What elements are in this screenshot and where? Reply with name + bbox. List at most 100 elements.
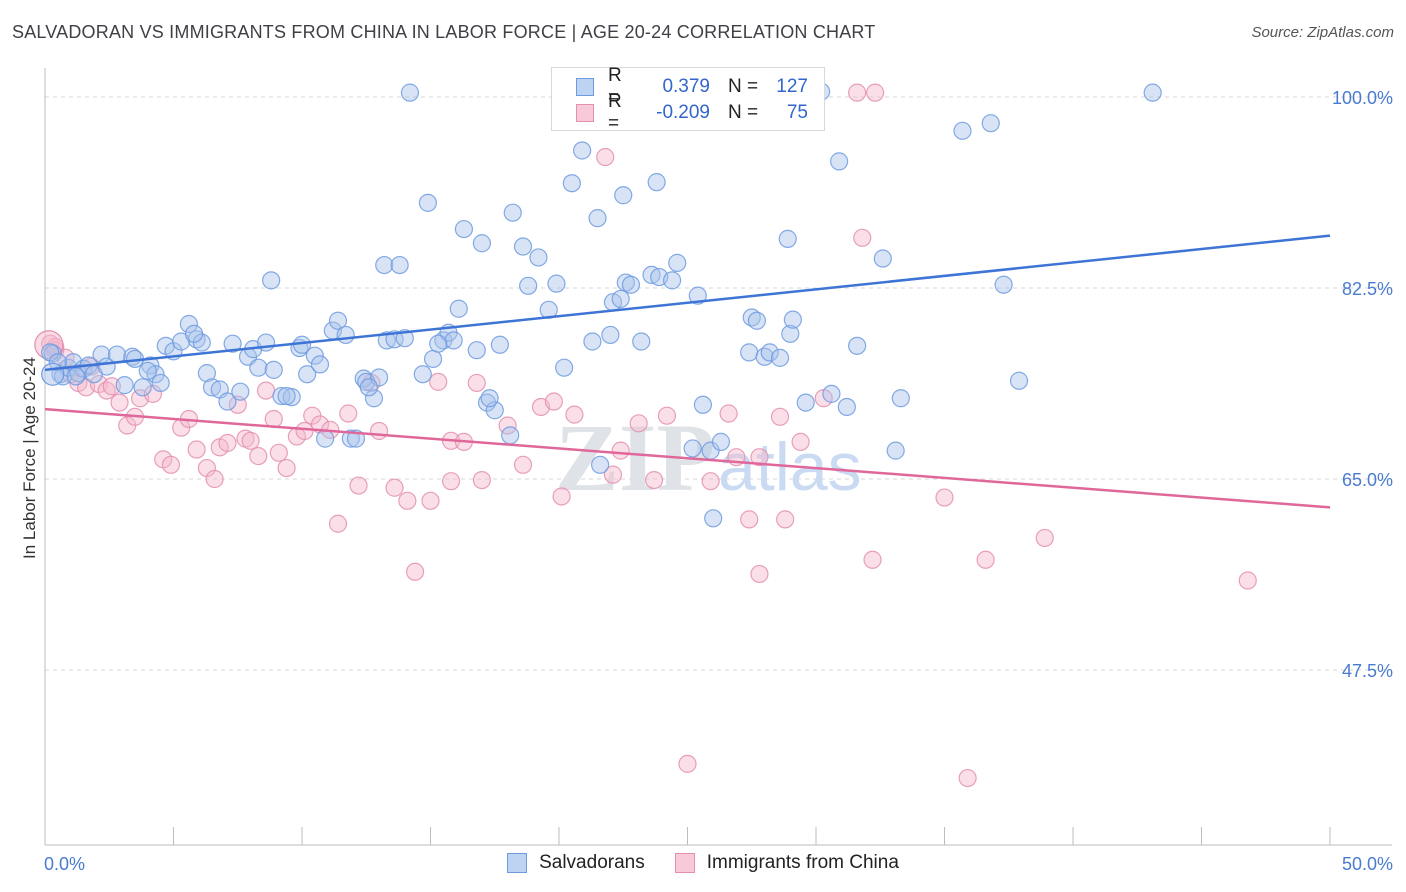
china-point [863, 550, 882, 569]
salvadoran-point [429, 334, 448, 353]
legend-label-salvadorans: Salvadorans [539, 852, 645, 873]
trend-line-china [44, 407, 1331, 509]
salvadoran-point [632, 332, 651, 351]
china-point [611, 441, 630, 460]
trend-lines [44, 234, 1331, 509]
salvadoran-point [264, 360, 283, 379]
china-point [398, 491, 417, 510]
china-point [110, 393, 129, 412]
salvadoran-point [588, 209, 607, 228]
salvadoran-point [513, 237, 533, 256]
salvadoran-point [262, 271, 281, 290]
salvadoran-point [601, 325, 620, 345]
salvadoran-point [662, 271, 682, 290]
salvadoran-point [298, 365, 317, 384]
china-point [603, 465, 623, 484]
y-tick-label: 65.0% [1342, 470, 1393, 490]
salvadoran-point [994, 275, 1013, 294]
salvadoran-point [249, 358, 268, 377]
china-point [421, 491, 440, 510]
salvadoran-point [981, 114, 1000, 133]
china-point [1238, 571, 1257, 590]
salvadoran-point [796, 393, 815, 412]
china-point [513, 455, 533, 474]
x-tick-label-min: 0.0% [44, 854, 85, 874]
salvadoran-point [336, 325, 355, 345]
salvadoran-point [197, 364, 217, 383]
salvadoran-point [449, 299, 468, 318]
salvadoran-point [668, 253, 687, 272]
china-point [935, 488, 954, 507]
china-point [544, 392, 563, 411]
salvadoran-point [891, 389, 910, 408]
salvadoran-point [591, 455, 610, 474]
salvadoran-point [341, 429, 360, 448]
china-point [249, 446, 268, 466]
salvadoran-point [359, 378, 378, 397]
salvadoran-point [573, 141, 592, 160]
salvadoran-point [223, 334, 242, 353]
salvadoran-point [742, 308, 761, 327]
china-point [349, 476, 368, 495]
salvadoran-point [555, 358, 574, 377]
salvadoran-point [583, 332, 602, 351]
china-point [565, 405, 584, 424]
y-tick-label: 82.5% [1342, 279, 1393, 299]
china-point [776, 510, 795, 529]
china-point [429, 372, 448, 391]
china-point [740, 510, 759, 529]
china-point [848, 83, 867, 102]
series-legend: Salvadorans Immigrants from China [0, 852, 1406, 874]
salvadoran-point [138, 361, 157, 381]
salvadoran-point [683, 439, 702, 458]
legend-swatch-pink [576, 104, 594, 122]
salvadoran-point [218, 392, 237, 411]
salvadoran-point [747, 311, 766, 330]
china-point [472, 470, 491, 490]
n-label: N = [728, 76, 759, 97]
salvadoran-point [277, 386, 296, 406]
salvadoran-point [480, 389, 499, 408]
salvadoran-point [503, 203, 522, 222]
salvadoran-point [886, 441, 905, 460]
salvadoran-point [423, 349, 443, 369]
china-point [657, 406, 677, 425]
china-point [958, 768, 977, 788]
salvadoran-point [704, 509, 723, 528]
salvadoran-point [711, 432, 731, 451]
china-point [750, 448, 769, 467]
china-point [770, 407, 790, 426]
legend-label-china: Immigrants from China [706, 852, 899, 873]
china-point [256, 381, 276, 400]
china-point [629, 414, 648, 433]
salvadoran-point [115, 376, 134, 395]
salvadoran-point [693, 395, 713, 414]
salvadoran-point [547, 274, 566, 293]
salvadoran-point [41, 343, 60, 362]
chart-title: SALVADORAN VS IMMIGRANTS FROM CHINA IN L… [12, 22, 876, 42]
salvadoran-point [953, 121, 972, 140]
china-point [187, 440, 206, 459]
salvadoran-point [740, 343, 759, 362]
salvadoran-point [454, 219, 474, 239]
china-point [370, 421, 389, 441]
correlation-legend: R = 0.379 N = 127 R = -0.209 N = 75 [551, 65, 825, 134]
salvadoran-point [770, 348, 790, 367]
china-point [385, 478, 404, 497]
china-point [866, 83, 885, 102]
china-point [1035, 528, 1054, 548]
salvadoran-point [316, 429, 335, 448]
china-point [853, 228, 872, 247]
salvadoran-point [822, 384, 841, 403]
salvadoran-point [1143, 83, 1162, 102]
salvadoran-point [529, 248, 548, 267]
y-axis-label: In Labor Force | Age 20-24 [20, 357, 39, 559]
china-point [205, 469, 224, 489]
salvadoran-point [377, 331, 396, 350]
salvadoran-point [66, 367, 85, 386]
grid-lines [45, 96, 1392, 671]
salvadoran-point [413, 365, 432, 384]
china-point [552, 487, 571, 506]
salvadoran-point [760, 343, 779, 362]
china-point [750, 564, 769, 584]
